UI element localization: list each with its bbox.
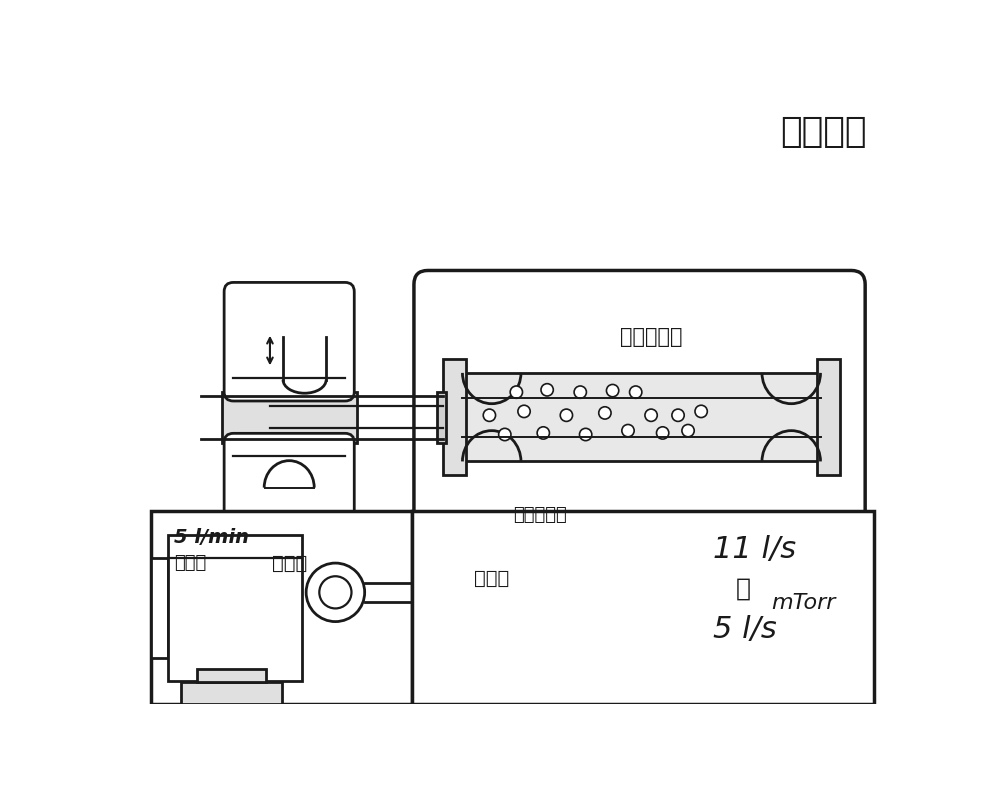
Circle shape <box>630 386 642 399</box>
Bar <box>593 630 678 638</box>
Circle shape <box>695 405 707 418</box>
Bar <box>462 373 820 461</box>
Bar <box>168 535 302 681</box>
Text: 离子检测器: 离子检测器 <box>513 506 566 524</box>
Bar <box>593 648 678 657</box>
Bar <box>151 558 168 658</box>
Circle shape <box>622 425 634 437</box>
Circle shape <box>537 427 549 439</box>
Bar <box>437 392 446 443</box>
Circle shape <box>541 384 553 396</box>
Circle shape <box>499 429 511 441</box>
Text: 隔膜泵: 隔膜泵 <box>174 554 206 572</box>
Circle shape <box>606 384 619 397</box>
Text: 或: 或 <box>736 577 751 601</box>
Text: 现有技术: 现有技术 <box>780 115 867 149</box>
FancyBboxPatch shape <box>224 433 354 552</box>
Bar <box>197 668 266 683</box>
Text: 矩形离子阱: 矩形离子阱 <box>620 327 682 346</box>
Circle shape <box>682 425 694 437</box>
Bar <box>604 638 667 648</box>
Text: 5 l/min: 5 l/min <box>174 528 249 547</box>
Circle shape <box>656 427 669 439</box>
Bar <box>443 359 466 475</box>
Bar <box>663 583 700 606</box>
Bar <box>817 359 840 475</box>
Bar <box>151 512 412 704</box>
Circle shape <box>510 386 523 399</box>
Bar <box>660 604 704 623</box>
Circle shape <box>645 409 657 422</box>
Circle shape <box>574 386 586 399</box>
Circle shape <box>560 409 573 422</box>
Text: mTorr: mTorr <box>772 593 836 613</box>
Text: 夹管阀: 夹管阀 <box>272 554 307 573</box>
Circle shape <box>319 577 351 608</box>
Bar <box>181 683 282 704</box>
Circle shape <box>579 429 592 441</box>
Circle shape <box>483 409 496 422</box>
Circle shape <box>672 409 684 422</box>
FancyBboxPatch shape <box>224 282 354 401</box>
Circle shape <box>599 407 611 419</box>
Bar <box>462 373 820 461</box>
Circle shape <box>518 405 530 418</box>
Text: 5 l/s: 5 l/s <box>713 615 776 645</box>
Circle shape <box>306 563 365 622</box>
Bar <box>222 392 357 443</box>
Text: 涡轮泵: 涡轮泵 <box>474 570 509 589</box>
Bar <box>412 512 874 704</box>
Polygon shape <box>643 527 720 585</box>
Text: 11 l/s: 11 l/s <box>713 535 796 564</box>
FancyBboxPatch shape <box>414 271 865 641</box>
